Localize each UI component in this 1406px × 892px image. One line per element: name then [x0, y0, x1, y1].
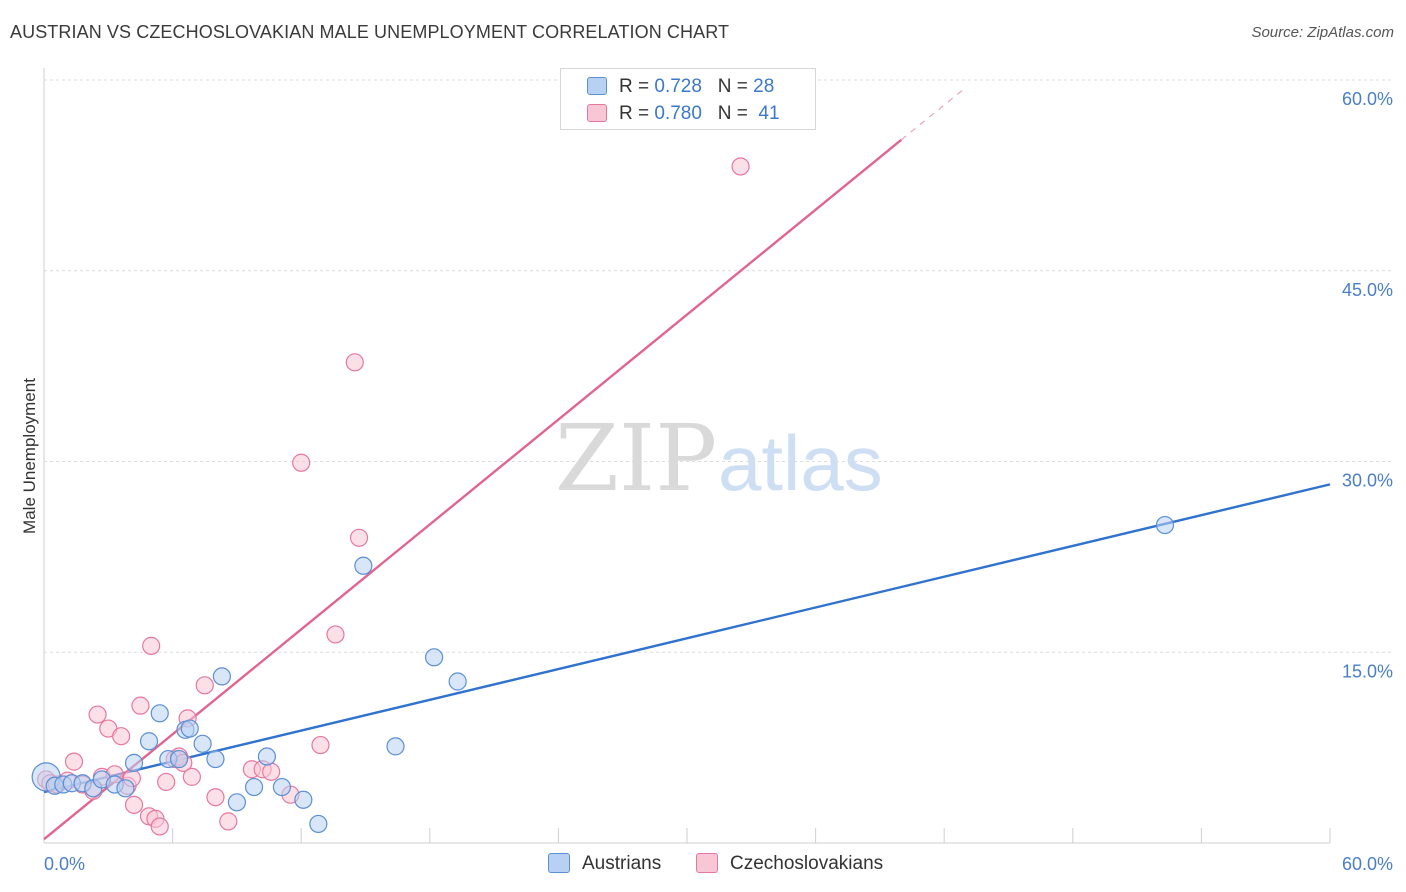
point-austrians — [424, 648, 444, 667]
point-austrians — [169, 749, 189, 769]
point-czechoslovakians — [292, 453, 311, 472]
point-czechoslovakians — [150, 817, 169, 836]
chart-title: AUSTRIAN VS CZECHOSLOVAKIAN MALE UNEMPLO… — [10, 22, 730, 42]
series-austrians-points — [31, 515, 1175, 834]
legend-n-label: N = — [717, 76, 754, 97]
point-austrians — [139, 732, 159, 751]
legend-swatch-blue — [587, 77, 607, 95]
point-austrians — [309, 814, 328, 834]
point-austrians — [193, 734, 212, 753]
point-czechoslovakians — [112, 727, 131, 746]
point-czechoslovakians — [157, 772, 176, 792]
point-austrians — [227, 793, 246, 812]
point-austrians — [212, 667, 231, 686]
y-tick-label: 45.0% — [1342, 280, 1393, 300]
source-label: Source: ZipAtlas.com — [1251, 24, 1394, 41]
series-legend: Austrians Czechoslovakians — [0, 851, 1406, 879]
point-austrians — [150, 704, 169, 723]
gridlines — [44, 79, 1392, 653]
legend-r-value: 0.780 — [654, 103, 702, 124]
point-czechoslovakians — [262, 762, 281, 781]
y-tick-label: 15.0% — [1342, 661, 1393, 681]
y-tick-label: 30.0% — [1342, 471, 1393, 491]
x-tick-label: 60.0% — [1342, 854, 1393, 874]
point-austrians — [180, 719, 199, 738]
trend-line-czechoslovakians-extension — [900, 87, 967, 141]
legend-n-value: 28 — [753, 76, 775, 97]
point-austrians — [206, 749, 225, 769]
point-austrians — [386, 737, 405, 756]
point-austrians — [448, 672, 467, 691]
point-austrians — [354, 556, 373, 575]
point-austrians — [116, 779, 135, 798]
legend-swatch-blue — [548, 853, 570, 873]
legend-swatch-pink — [587, 104, 607, 122]
trend-line-austrians — [43, 483, 1331, 794]
legend-label-czechoslovakians: Czechoslovakians — [730, 853, 884, 874]
watermark-atlas: atlas — [718, 419, 883, 507]
point-czechoslovakians — [195, 676, 214, 695]
legend-swatch-pink — [696, 853, 718, 873]
point-czechoslovakians — [349, 528, 369, 547]
y-tick-label: 60.0% — [1342, 89, 1393, 109]
point-czechoslovakians — [142, 636, 161, 655]
legend-label-austrians: Austrians — [582, 853, 662, 874]
point-czechoslovakians — [219, 812, 238, 831]
point-austrians — [294, 790, 313, 809]
watermark: ZIP atlas — [555, 405, 883, 512]
correlation-legend: R = 0.728 N = 28 R = 0.780 N = 41 — [560, 68, 816, 130]
legend-r-label: R = — [619, 76, 655, 97]
y-axis-label: Male Unemployment — [20, 378, 39, 534]
watermark-zip: ZIP — [555, 405, 717, 512]
point-czechoslovakians — [88, 705, 107, 724]
x-tick-label: 0.0% — [44, 854, 85, 874]
point-czechoslovakians — [731, 157, 750, 176]
legend-n-label: N = — [717, 103, 754, 124]
point-czechoslovakians — [326, 625, 345, 644]
legend-n-value: 41 — [758, 103, 780, 124]
point-czechoslovakians — [206, 788, 225, 807]
tick-labels: 15.0% 30.0% 45.0% 60.0% 0.0% 60.0% — [44, 89, 1393, 874]
axes — [43, 68, 1331, 844]
point-czechoslovakians — [182, 767, 201, 786]
point-czechoslovakians — [124, 795, 144, 814]
point-czechoslovakians — [131, 696, 150, 715]
point-czechoslovakians — [311, 735, 330, 755]
point-austrians — [244, 777, 264, 797]
point-austrians — [1155, 515, 1175, 535]
point-austrians — [124, 753, 144, 772]
legend-r-value: 0.728 — [654, 76, 702, 97]
point-austrians — [257, 747, 277, 766]
point-czechoslovakians — [345, 353, 364, 372]
point-austrians — [272, 777, 292, 797]
point-czechoslovakians — [64, 752, 84, 771]
legend-r-label: R = — [619, 103, 655, 124]
